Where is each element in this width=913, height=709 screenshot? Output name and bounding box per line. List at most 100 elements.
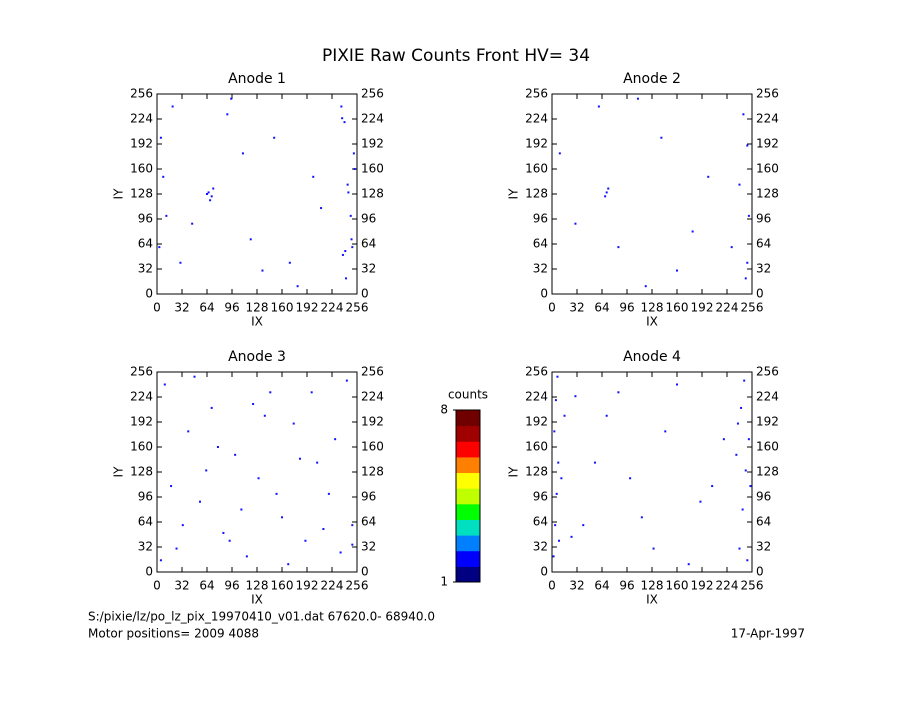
x-tick-label: 128 (246, 301, 269, 315)
dot (747, 438, 750, 441)
dot (741, 508, 744, 511)
dot (652, 547, 655, 550)
dot (322, 528, 325, 531)
dot (287, 563, 290, 566)
dot (605, 414, 608, 417)
x-tick-label: 64 (199, 579, 214, 593)
x-tick-label: 32 (569, 579, 584, 593)
y-tick-label-right: 224 (361, 390, 384, 404)
y-tick-label-right: 32 (361, 262, 376, 276)
dot (738, 183, 741, 186)
dot (334, 438, 337, 441)
plot-frame (551, 93, 753, 295)
x-tick-label: 64 (199, 301, 214, 315)
y-tick-label-right: 128 (361, 187, 384, 201)
dot (558, 539, 561, 542)
y-tick-label-right: 128 (756, 465, 779, 479)
colorbar-segment (456, 410, 480, 427)
dot (742, 113, 745, 116)
y-tick-label: 32 (138, 540, 153, 554)
dot (744, 277, 747, 280)
dot (206, 193, 208, 195)
dot (660, 136, 663, 139)
dot (644, 285, 647, 288)
dot (352, 152, 355, 155)
x-tick-label: 160 (271, 579, 294, 593)
dot (281, 516, 283, 519)
motor-label: Motor positions= 2009 4088 (88, 627, 259, 641)
y-tick-label: 160 (130, 440, 153, 454)
y-tick-label-right: 96 (756, 212, 771, 226)
x-tick-label: 32 (174, 579, 189, 593)
x-tick-label: 0 (548, 301, 556, 315)
dot (212, 187, 215, 190)
x-axis-label: IX (251, 593, 263, 607)
dot (241, 152, 244, 155)
y-tick-label: 96 (138, 490, 153, 504)
dot (556, 375, 559, 378)
dot (736, 422, 739, 425)
dot (574, 395, 577, 398)
y-tick-label-right: 160 (361, 440, 384, 454)
y-tick-label-right: 256 (361, 87, 384, 101)
dot (210, 406, 213, 409)
dot (351, 524, 354, 527)
colorbar-segment (456, 425, 480, 442)
y-tick-label-right: 64 (756, 515, 771, 529)
file-label: S:/pixie/lz/po_lz_pix_19970410_v01.dat 6… (88, 610, 435, 624)
dot (312, 175, 315, 178)
y-tick-label: 64 (138, 237, 153, 251)
x-tick-label: 256 (346, 579, 369, 593)
dot (191, 222, 194, 225)
chart-title: PIXIE Raw Counts Front HV= 34 (322, 46, 590, 66)
x-tick-label: 192 (296, 579, 319, 593)
y-tick-label: 160 (130, 162, 153, 176)
x-tick-label: 64 (594, 301, 609, 315)
dot (699, 500, 702, 503)
dot (574, 222, 577, 225)
dot (597, 105, 600, 108)
y-tick-label-right: 224 (756, 112, 779, 126)
dot (234, 453, 237, 456)
dot (730, 246, 733, 249)
y-tick-label-right: 192 (756, 415, 779, 429)
y-tick-label-right: 0 (756, 287, 764, 301)
y-tick-label: 32 (533, 262, 548, 276)
y-axis-label: IY (507, 466, 521, 478)
colorbar-segment (456, 488, 480, 505)
y-axis-label: IY (112, 188, 126, 200)
dot (554, 524, 557, 527)
y-tick-label: 224 (525, 112, 548, 126)
dot (269, 391, 272, 394)
y-tick-label: 128 (130, 187, 153, 201)
dot (582, 524, 585, 527)
dot (159, 136, 162, 139)
dot (563, 414, 566, 417)
dot (162, 175, 165, 178)
dot (676, 269, 678, 272)
x-tick-label: 0 (548, 579, 556, 593)
dot (216, 446, 219, 448)
x-tick-label: 96 (224, 579, 239, 593)
y-tick-label-right: 160 (756, 162, 779, 176)
x-tick-label: 160 (666, 579, 689, 593)
y-tick-label: 32 (138, 262, 153, 276)
dot (722, 438, 725, 441)
y-tick-label-right: 224 (361, 112, 384, 126)
dot (691, 230, 694, 233)
dot (207, 191, 210, 194)
y-axis-label: IY (507, 188, 521, 200)
dot (553, 430, 556, 433)
colorbar-tick-label: 1 (440, 575, 448, 589)
dot (617, 391, 620, 394)
dot (181, 524, 184, 527)
dot (344, 250, 347, 253)
dot (558, 152, 561, 155)
dot (339, 551, 342, 554)
y-axis-label: IY (112, 466, 126, 478)
dot (744, 469, 747, 472)
y-tick-label: 192 (130, 137, 153, 151)
dot (159, 559, 162, 562)
x-tick-label: 96 (619, 301, 634, 315)
